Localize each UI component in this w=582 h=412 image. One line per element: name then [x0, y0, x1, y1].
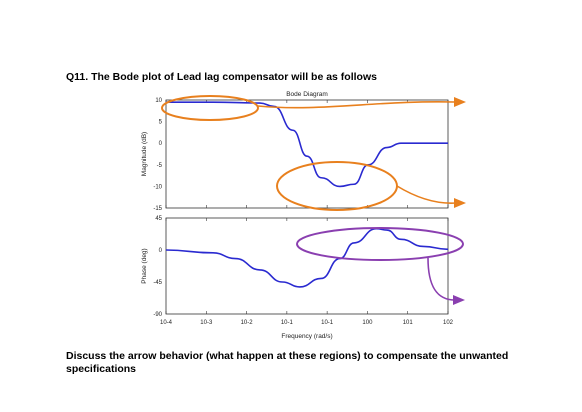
- purple-ellipse-high-freq: [296, 227, 464, 261]
- frequency-xlabel: Frequency (rad/s): [281, 333, 332, 340]
- frequency-ticks: 10-4 10-3 10-2 10-1 10-1 100 101 102: [160, 100, 454, 326]
- magnitude-ticks: 10 5 0 -5 -10 -15: [153, 98, 162, 212]
- phase-ticks: 45 0 -45 -90: [153, 216, 162, 318]
- orange-arrow-top: [257, 100, 456, 109]
- magnitude-tick-label: -10: [153, 184, 162, 190]
- frequency-tick-label: 10-4: [160, 320, 173, 326]
- frequency-tick-label: 10-3: [200, 320, 213, 326]
- frequency-tick-label: 101: [403, 320, 414, 326]
- purple-arrow: [427, 257, 456, 301]
- phase-tick-label: -90: [153, 312, 162, 318]
- frequency-tick-label: 10-2: [241, 320, 254, 326]
- phase-tick-label: 0: [159, 248, 163, 254]
- phase-tick-label: 45: [155, 216, 162, 222]
- magnitude-series-line: [166, 101, 448, 188]
- phase-tick-label: -45: [153, 280, 162, 286]
- orange-arrow-bottom: [396, 185, 457, 204]
- magnitude-tick-label: 5: [159, 120, 163, 126]
- magnitude-ylabel: Magnitude (dB): [141, 132, 148, 176]
- phase-ylabel: Phase (deg): [141, 248, 148, 283]
- plot-title: Bode Diagram: [286, 91, 328, 98]
- footer-question: Discuss the arrow behavior (what happen …: [66, 350, 509, 375]
- orange-arrowhead-top: [454, 97, 466, 107]
- frequency-tick-label: 10-1: [281, 320, 294, 326]
- orange-ellipse-low-freq: [161, 95, 259, 121]
- frequency-tick-label: 100: [362, 320, 373, 326]
- magnitude-tick-label: 0: [159, 141, 163, 147]
- magnitude-tick-label: -15: [153, 206, 162, 212]
- magnitude-axes: [165, 99, 449, 209]
- orange-arrowhead-bottom: [454, 198, 466, 208]
- phase-series-line: [165, 227, 449, 288]
- purple-arrowhead: [453, 295, 465, 305]
- question-text: Q11. The Bode plot of Lead lag compensat…: [66, 71, 377, 83]
- phase-axes: [165, 217, 449, 315]
- magnitude-tick-label: -5: [157, 163, 163, 169]
- frequency-tick-label: 102: [443, 320, 454, 326]
- magnitude-tick-label: 10: [155, 98, 162, 104]
- frequency-tick-label: 10-1: [321, 320, 334, 326]
